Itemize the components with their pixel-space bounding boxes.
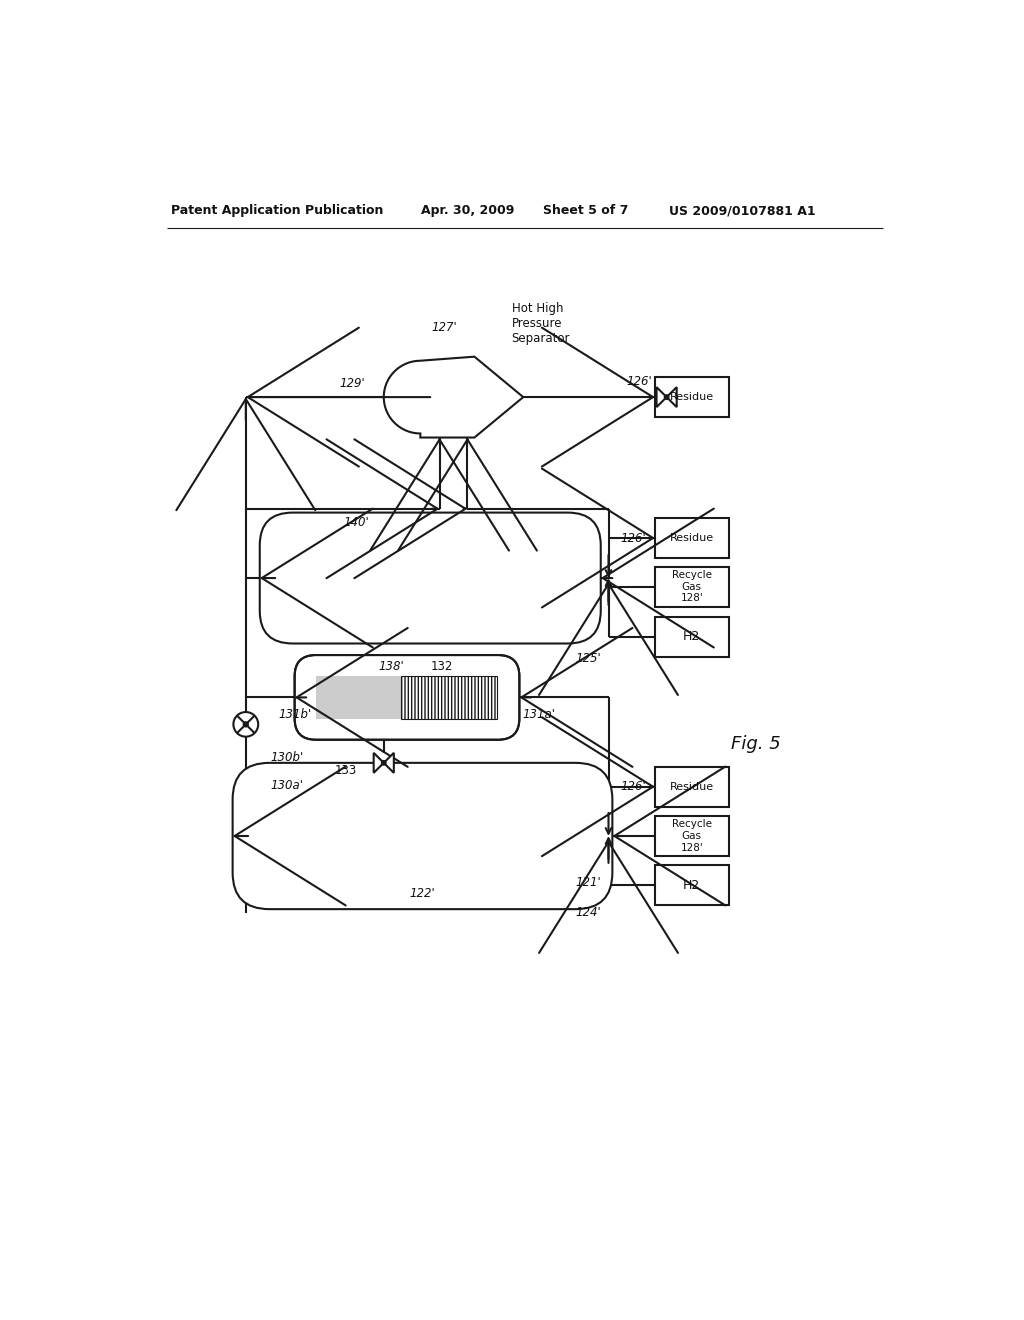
Text: Residue: Residue <box>670 392 714 403</box>
Text: Residue: Residue <box>670 781 714 792</box>
Text: 131a': 131a' <box>522 708 555 721</box>
FancyBboxPatch shape <box>401 676 497 718</box>
Bar <box>655 517 729 558</box>
Text: Recycle
Gas
128': Recycle Gas 128' <box>672 570 712 603</box>
Text: Residue: Residue <box>670 533 714 543</box>
Text: 132: 132 <box>431 660 453 673</box>
Text: Hot High
Pressure
Separator: Hot High Pressure Separator <box>512 302 570 346</box>
Text: 130a': 130a' <box>270 779 303 792</box>
Text: Sheet 5 of 7: Sheet 5 of 7 <box>544 205 629 218</box>
Polygon shape <box>384 752 394 774</box>
Text: Recycle
Gas
128': Recycle Gas 128' <box>672 820 712 853</box>
Bar <box>655 566 729 607</box>
Circle shape <box>382 760 386 766</box>
Text: 125': 125' <box>575 652 601 665</box>
Text: Apr. 30, 2009: Apr. 30, 2009 <box>421 205 514 218</box>
Polygon shape <box>656 387 667 407</box>
Polygon shape <box>374 752 384 774</box>
Text: 122': 122' <box>410 887 435 900</box>
Text: 140': 140' <box>344 516 370 529</box>
Polygon shape <box>667 387 677 407</box>
Text: 126': 126' <box>627 375 652 388</box>
Text: 133: 133 <box>335 764 356 777</box>
Text: 126': 126' <box>620 780 646 793</box>
Bar <box>655 378 729 417</box>
Text: 127': 127' <box>432 321 458 334</box>
Text: 129': 129' <box>340 376 366 389</box>
Bar <box>655 767 729 807</box>
Text: 131b': 131b' <box>278 708 311 721</box>
Polygon shape <box>384 356 523 437</box>
Text: Fig. 5: Fig. 5 <box>731 735 780 752</box>
FancyBboxPatch shape <box>232 763 612 909</box>
FancyBboxPatch shape <box>295 655 519 739</box>
Circle shape <box>233 711 258 737</box>
Bar <box>655 866 729 906</box>
Text: H2: H2 <box>683 630 700 643</box>
Bar <box>655 816 729 855</box>
Text: H2: H2 <box>683 879 700 892</box>
Text: 126': 126' <box>620 532 646 545</box>
Text: 130b': 130b' <box>270 751 303 764</box>
FancyBboxPatch shape <box>260 512 601 644</box>
Text: Patent Application Publication: Patent Application Publication <box>171 205 383 218</box>
Text: 124': 124' <box>575 907 601 920</box>
Text: 121': 121' <box>575 875 601 888</box>
Text: 138': 138' <box>379 660 404 673</box>
Bar <box>655 616 729 656</box>
Circle shape <box>244 722 248 727</box>
Text: US 2009/0107881 A1: US 2009/0107881 A1 <box>669 205 815 218</box>
Circle shape <box>665 395 669 400</box>
FancyBboxPatch shape <box>316 676 401 718</box>
